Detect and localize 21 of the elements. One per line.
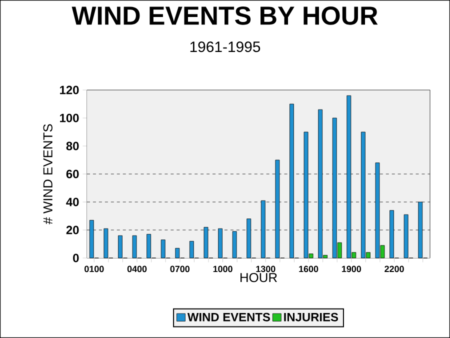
x-tick-label: 1300 — [256, 266, 276, 272]
x-axis-title: HOUR — [240, 272, 277, 282]
y-tick-label: 20 — [66, 226, 79, 234]
y-axis-title: # WIND EVENTS — [43, 124, 52, 224]
y-tick-label: 60 — [66, 170, 79, 178]
y-tick-label: 80 — [66, 142, 79, 150]
y-tick-label: 40 — [66, 198, 79, 206]
legend-label: INJURIES — [284, 312, 338, 322]
x-tick-label: 0100 — [84, 266, 104, 272]
x-tick-label: 0700 — [170, 266, 190, 272]
chart-title: WIND EVENTS BY HOUR — [72, 6, 378, 25]
x-tick-label: 2200 — [384, 266, 404, 272]
chart-subtitle: 1961-1995 — [190, 42, 260, 52]
x-tick-label: 0400 — [127, 266, 147, 272]
y-tick-label: 0 — [73, 254, 79, 262]
x-tick-label: 1000 — [213, 266, 232, 272]
x-tick-label: 1600 — [299, 266, 318, 272]
x-tick-label: 1900 — [342, 266, 362, 272]
legend-label: WIND EVENTS — [187, 312, 270, 322]
y-tick-label: 100 — [60, 114, 79, 122]
y-tick-label: 120 — [60, 86, 79, 94]
